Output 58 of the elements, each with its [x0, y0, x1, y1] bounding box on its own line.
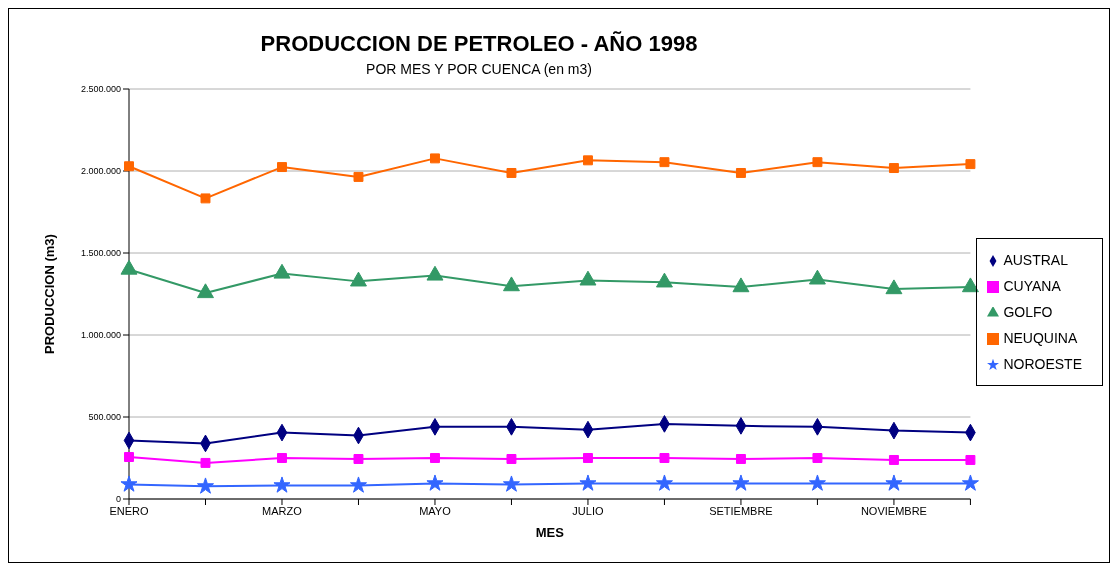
chart-subtitle: POR MES Y POR CUENCA (en m3)	[365, 61, 593, 77]
point	[277, 162, 287, 173]
point	[582, 155, 593, 166]
x-tick-label: MAYO	[419, 504, 452, 517]
chart-title: PRODUCCION DE PETROLEO - AÑO 1998	[259, 31, 699, 57]
x-tick-label: JULIO	[572, 504, 604, 517]
point	[430, 453, 440, 463]
point	[426, 474, 444, 491]
point	[353, 171, 364, 182]
point	[812, 453, 823, 463]
y-tick-label: 2.500.000	[80, 84, 121, 95]
point	[197, 283, 214, 299]
y-tick-label: 0	[115, 494, 121, 505]
legend-label: CUYANA	[1003, 278, 1061, 294]
point	[506, 454, 517, 464]
point	[273, 476, 291, 493]
point	[808, 474, 826, 491]
point	[735, 454, 746, 464]
y-tick-label: 1.000.000	[80, 330, 121, 341]
point	[277, 453, 287, 463]
x-tick-label: SETIEMBRE	[709, 504, 773, 517]
legend-label: AUSTRAL	[1003, 252, 1068, 268]
point	[965, 159, 976, 170]
point	[735, 168, 746, 178]
point	[812, 157, 823, 168]
point	[732, 474, 750, 491]
point	[582, 453, 593, 463]
point	[120, 475, 138, 492]
y-tick-label: 1.500.000	[80, 248, 121, 259]
x-tick-label: MARZO	[262, 504, 303, 517]
point	[885, 474, 903, 491]
y-axis-title: PRODUCCION (m3)	[41, 234, 57, 354]
point	[124, 161, 134, 172]
x-axis-title: MES	[535, 525, 565, 540]
y-tick-label: 500.000	[88, 412, 121, 423]
point	[888, 163, 899, 174]
point	[353, 454, 364, 464]
point	[124, 452, 134, 462]
point	[430, 153, 440, 164]
point	[659, 157, 670, 168]
point	[655, 474, 673, 491]
point	[506, 168, 517, 178]
legend-label: GOLFO	[1003, 304, 1053, 320]
legend-label: NOROESTE	[1003, 356, 1082, 372]
point	[200, 457, 211, 468]
point	[888, 455, 899, 465]
x-tick-label: NOVIEMBRE	[860, 504, 927, 517]
point	[961, 474, 979, 491]
y-tick-label: 2.000.000	[80, 166, 121, 177]
point	[659, 453, 670, 463]
point	[579, 474, 597, 491]
point	[200, 193, 211, 204]
point	[502, 475, 520, 492]
point	[965, 455, 976, 465]
legend-label: NEUQUINA	[1003, 330, 1078, 346]
point	[196, 477, 215, 494]
x-tick-label: ENERO	[109, 504, 149, 517]
point	[349, 476, 368, 493]
